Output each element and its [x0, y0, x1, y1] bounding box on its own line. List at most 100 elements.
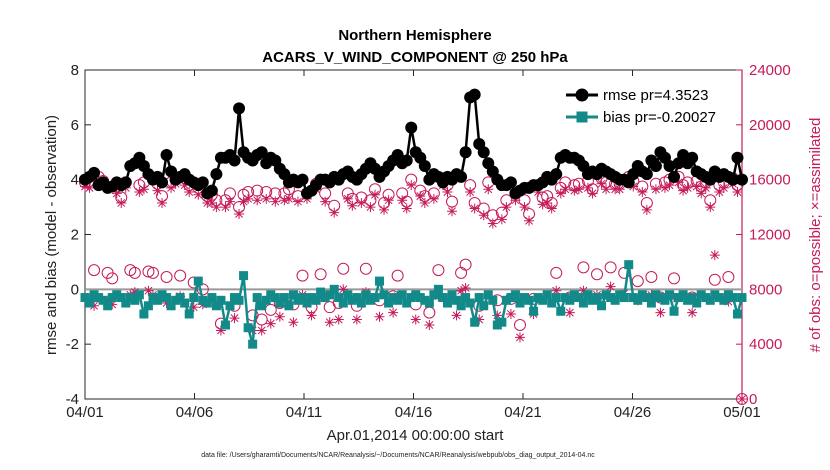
- bias-point: [275, 298, 285, 308]
- rmse-point: [405, 121, 418, 134]
- assimilated-obs-marker: [161, 298, 172, 309]
- y2-tick-label: 4000: [749, 336, 782, 353]
- bias-point: [551, 293, 561, 303]
- assimilated-obs-marker: [601, 184, 612, 195]
- bias-point: [189, 293, 199, 303]
- bias-point: [406, 293, 416, 303]
- assimilated-obs-marker: [252, 195, 263, 206]
- bias-point: [678, 290, 688, 300]
- assimilated-obs-marker: [320, 196, 331, 207]
- bias-point: [166, 301, 176, 311]
- assimilated-obs-marker: [578, 285, 589, 296]
- assimilated-obs-marker: [283, 193, 294, 204]
- assimilated-obs-marker: [215, 325, 226, 336]
- bias-layer: [80, 260, 747, 349]
- bias-point: [683, 295, 693, 305]
- bias-point: [98, 295, 108, 305]
- possible-obs-marker: [722, 270, 735, 283]
- assimilated-obs-marker: [555, 188, 566, 199]
- bias-point: [520, 293, 530, 303]
- bias-point: [674, 293, 684, 303]
- tick-labels: 04/01 04/06 04/11 04/16 04/21 04/26 05/01 -4 -2 0…: [66, 62, 791, 421]
- assimilated-obs-marker: [89, 300, 100, 311]
- assimilated-obs-marker: [519, 202, 530, 213]
- bias-point: [420, 295, 430, 305]
- assimilated-obs-marker: [469, 203, 480, 214]
- bias-point: [261, 295, 271, 305]
- bias-point: [696, 290, 706, 300]
- assimilated-obs-marker: [279, 195, 290, 206]
- bias-point: [352, 293, 362, 303]
- assimilated-obs-marker: [542, 197, 553, 208]
- possible-obs-marker: [359, 262, 372, 275]
- assimilated-obs-marker: [478, 210, 489, 221]
- assimilated-obs-marker: [474, 314, 485, 325]
- bias-point: [198, 295, 208, 305]
- bias-point: [488, 295, 498, 305]
- rmse-point: [731, 151, 744, 164]
- assimilated-obs-marker: [501, 202, 512, 213]
- bias-point: [148, 293, 158, 303]
- possible-obs-marker: [146, 266, 159, 279]
- bias-point: [112, 290, 122, 300]
- assimilated-obs-marker: [447, 206, 458, 217]
- bias-point: [452, 295, 462, 305]
- assimilated-obs-marker: [369, 189, 380, 200]
- x-axis-label: Apr.01,2014 00:00:00 start: [327, 427, 505, 444]
- bias-point: [320, 293, 330, 303]
- bias-point: [379, 290, 389, 300]
- possible-obs-marker: [550, 266, 563, 279]
- assimilated-obs-marker: [483, 184, 494, 195]
- rmse-point: [668, 170, 681, 183]
- rmse-point: [196, 176, 209, 189]
- bias-point: [646, 298, 656, 308]
- assimilated-obs-marker: [143, 285, 154, 296]
- assimilated-obs-marker: [397, 195, 408, 206]
- assimilated-obs-marker: [379, 204, 390, 215]
- assimilated-obs-marker: [641, 204, 652, 215]
- bias-point: [297, 293, 307, 303]
- bias-point: [361, 290, 371, 300]
- bias-point: [211, 301, 221, 311]
- assimilated-obs-marker: [650, 184, 661, 195]
- assimilated-obs-marker: [243, 193, 254, 204]
- possible-obs-marker: [459, 258, 472, 271]
- bias-point: [619, 293, 629, 303]
- rmse-point: [88, 166, 101, 179]
- assimilated-obs-marker: [111, 188, 122, 199]
- bias-point: [365, 295, 375, 305]
- bias-point: [665, 290, 675, 300]
- bias-point: [130, 295, 140, 305]
- possible-obs-marker: [337, 262, 350, 275]
- bias-point: [506, 293, 516, 303]
- rmse-point: [210, 168, 223, 181]
- bias-point: [723, 290, 733, 300]
- bias-point: [139, 309, 149, 319]
- bias-point: [343, 290, 353, 300]
- bias-point: [103, 301, 113, 311]
- bias-point: [565, 295, 575, 305]
- assimilated-obs-marker: [179, 180, 190, 191]
- bias-point: [175, 293, 185, 303]
- assimilated-obs-marker: [687, 307, 698, 318]
- possible-obs-marker: [577, 261, 590, 274]
- rmse-point: [468, 88, 481, 101]
- assimilated-obs-marker: [582, 182, 593, 193]
- possible-obs-marker: [645, 270, 658, 283]
- possible-obs-marker: [708, 273, 721, 286]
- assimilated-obs-marker: [465, 187, 476, 198]
- possible-obs-marker: [160, 270, 173, 283]
- bias-point: [633, 295, 643, 305]
- bias-point: [216, 295, 226, 305]
- bias-point: [202, 298, 212, 308]
- bias-point: [465, 298, 475, 308]
- assimilated-obs-marker: [718, 182, 729, 193]
- assimilated-obs-marker: [573, 184, 584, 195]
- y-tick-label: 0: [71, 281, 79, 298]
- bias-point: [193, 276, 203, 286]
- assimilated-obs-marker: [487, 218, 498, 229]
- assimilated-obs-marker: [614, 184, 625, 195]
- assimilated-obs-marker: [80, 181, 90, 192]
- obs-count-layer: [79, 170, 748, 405]
- x-tick-label: 04/16: [395, 404, 433, 421]
